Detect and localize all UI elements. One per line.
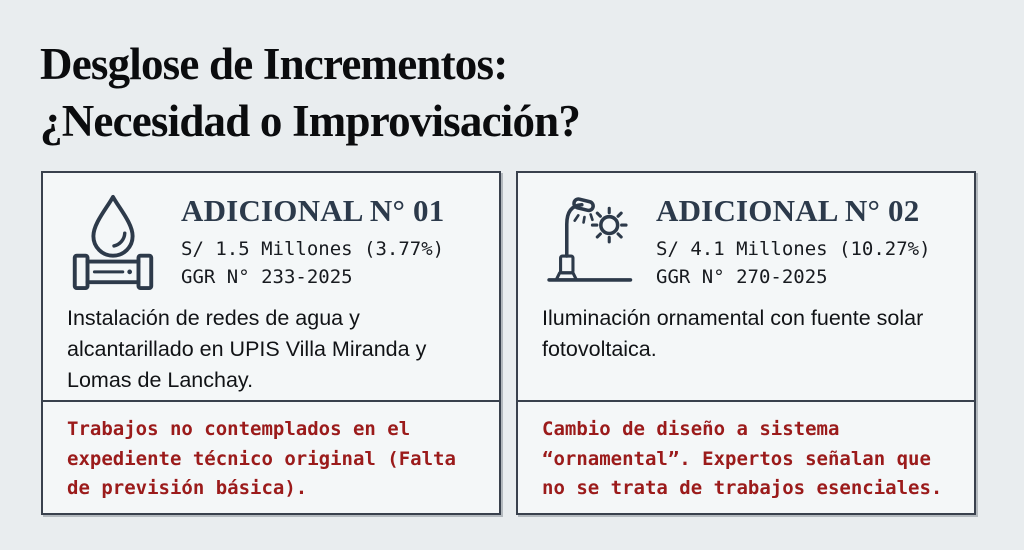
card-02-header-text: ADICIONAL N° 02 S/ 4.1 Millones (10.27%)… bbox=[656, 191, 931, 291]
slide: Desglose de Incrementos: ¿Necesidad o Im… bbox=[0, 36, 1024, 550]
card-01-resolution: GGR N° 233-2025 bbox=[181, 265, 353, 288]
card-02-resolution: GGR N° 270-2025 bbox=[656, 265, 828, 288]
card-01-header-text: ADICIONAL N° 01 S/ 1.5 Millones (3.77%) … bbox=[181, 191, 444, 291]
card-01-heading: ADICIONAL N° 01 bbox=[181, 193, 445, 229]
page-title-line-1: Desglose de Incrementos: bbox=[40, 39, 508, 89]
page-title: Desglose de Incrementos: ¿Necesidad o Im… bbox=[40, 36, 984, 149]
cards-row: ADICIONAL N° 01 S/ 1.5 Millones (3.77%) … bbox=[41, 171, 976, 516]
card-01-description: Instalación de redes de agua y alcantari… bbox=[67, 306, 427, 392]
card-02-description: Iluminación ornamental con fuente solar … bbox=[542, 306, 924, 361]
card-01-critique: Trabajos no contemplados en el expedient… bbox=[43, 400, 499, 513]
card-adicional-02: ADICIONAL N° 02 S/ 4.1 Millones (10.27%)… bbox=[516, 171, 976, 516]
water-drop-pipe-icon bbox=[67, 191, 159, 291]
solar-streetlight-icon bbox=[542, 191, 634, 291]
card-01-amount: S/ 1.5 Millones (3.77%) bbox=[181, 238, 445, 261]
card-01-header: ADICIONAL N° 01 S/ 1.5 Millones (3.77%) … bbox=[43, 173, 499, 291]
page-title-line-2: ¿Necesidad o Improvisación? bbox=[40, 95, 581, 146]
card-02-amount: S/ 4.1 Millones (10.27%) bbox=[656, 238, 931, 261]
card-02-header: ADICIONAL N° 02 S/ 4.1 Millones (10.27%)… bbox=[518, 173, 974, 291]
card-02-critique: Cambio de diseño a sistema “ornamental”.… bbox=[518, 400, 974, 513]
card-adicional-01: ADICIONAL N° 01 S/ 1.5 Millones (3.77%) … bbox=[41, 171, 501, 516]
card-02-heading: ADICIONAL N° 02 bbox=[656, 193, 920, 229]
